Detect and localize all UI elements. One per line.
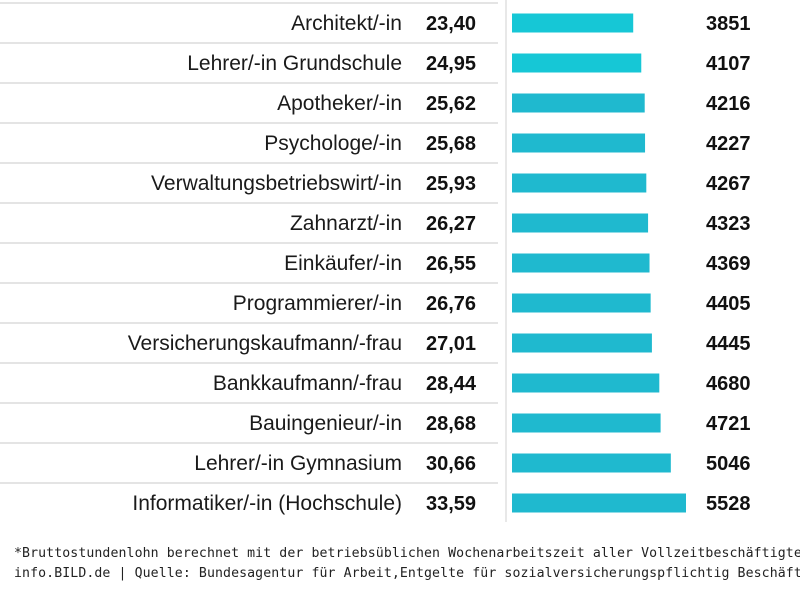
salary-bar bbox=[512, 253, 650, 273]
hourly-wage-label: 26,76 bbox=[426, 293, 476, 315]
monthly-salary-label: 4267 bbox=[706, 173, 751, 195]
salary-bar bbox=[512, 453, 671, 473]
hourly-wage-label: 25,68 bbox=[426, 133, 476, 155]
category-label: Psychologe/-in bbox=[264, 132, 402, 155]
hourly-wage-label: 30,66 bbox=[426, 453, 476, 475]
salary-bar bbox=[512, 213, 649, 233]
salary-bar bbox=[512, 333, 652, 353]
salary-bar bbox=[512, 133, 646, 153]
category-label: Einkäufer/-in bbox=[284, 252, 402, 275]
salary-bar bbox=[512, 53, 642, 73]
monthly-salary-label: 4107 bbox=[706, 53, 751, 75]
hourly-wage-label: 25,62 bbox=[426, 93, 476, 115]
category-label: Versicherungskaufmann/-frau bbox=[128, 332, 402, 355]
salary-bar bbox=[512, 373, 660, 393]
hourly-wage-label: 24,95 bbox=[426, 53, 476, 75]
footnote-method: *Bruttostundenlohn berechnet mit der bet… bbox=[14, 546, 800, 561]
hourly-wage-label: 26,27 bbox=[426, 213, 476, 235]
category-label: Informatiker/-in (Hochschule) bbox=[132, 492, 402, 515]
hourly-wage-label: 28,44 bbox=[426, 373, 477, 395]
monthly-salary-label: 3851 bbox=[706, 13, 751, 35]
hourly-wage-label: 25,93 bbox=[426, 173, 476, 195]
category-label: Bauingenieur/-in bbox=[249, 412, 402, 435]
salary-bar bbox=[512, 13, 634, 33]
category-label: Bankkaufmann/-frau bbox=[213, 372, 402, 395]
salary-bar bbox=[512, 93, 645, 113]
category-label: Verwaltungsbetriebswirt/-in bbox=[151, 172, 402, 195]
category-label: Lehrer/-in Grundschule bbox=[187, 52, 402, 75]
category-label: Zahnarzt/-in bbox=[290, 212, 402, 235]
hourly-wage-label: 23,40 bbox=[426, 13, 476, 35]
monthly-salary-label: 4445 bbox=[706, 333, 751, 355]
footnote-source: info.BILD.de | Quelle: Bundesagentur für… bbox=[14, 566, 800, 581]
monthly-salary-label: 4216 bbox=[706, 93, 751, 115]
salary-bar bbox=[512, 493, 686, 513]
salary-bar bbox=[512, 413, 661, 433]
monthly-salary-label: 5528 bbox=[706, 493, 751, 515]
monthly-salary-label: 4721 bbox=[706, 413, 751, 435]
monthly-salary-label: 4405 bbox=[706, 293, 751, 315]
monthly-salary-label: 4323 bbox=[706, 213, 751, 235]
hourly-wage-label: 28,68 bbox=[426, 413, 476, 435]
monthly-salary-label: 4227 bbox=[706, 133, 751, 155]
monthly-salary-label: 5046 bbox=[706, 453, 751, 475]
category-label: Programmierer/-in bbox=[233, 292, 402, 315]
salary-bar bbox=[512, 173, 647, 193]
hourly-wage-label: 26,55 bbox=[426, 253, 476, 275]
monthly-salary-label: 4369 bbox=[706, 253, 751, 275]
hourly-wage-label: 27,01 bbox=[426, 333, 476, 355]
salary-bar-chart: Architekt/-in 23,40 3851 Lehrer/-in Grundsc… bbox=[0, 0, 751, 522]
salary-bar bbox=[512, 293, 651, 313]
category-label: Apotheker/-in bbox=[277, 92, 402, 115]
category-label: Architekt/-in bbox=[291, 12, 402, 35]
monthly-salary-label: 4680 bbox=[706, 373, 751, 395]
hourly-wage-label: 33,59 bbox=[426, 493, 476, 515]
category-label: Lehrer/-in Gymnasium bbox=[194, 452, 402, 475]
